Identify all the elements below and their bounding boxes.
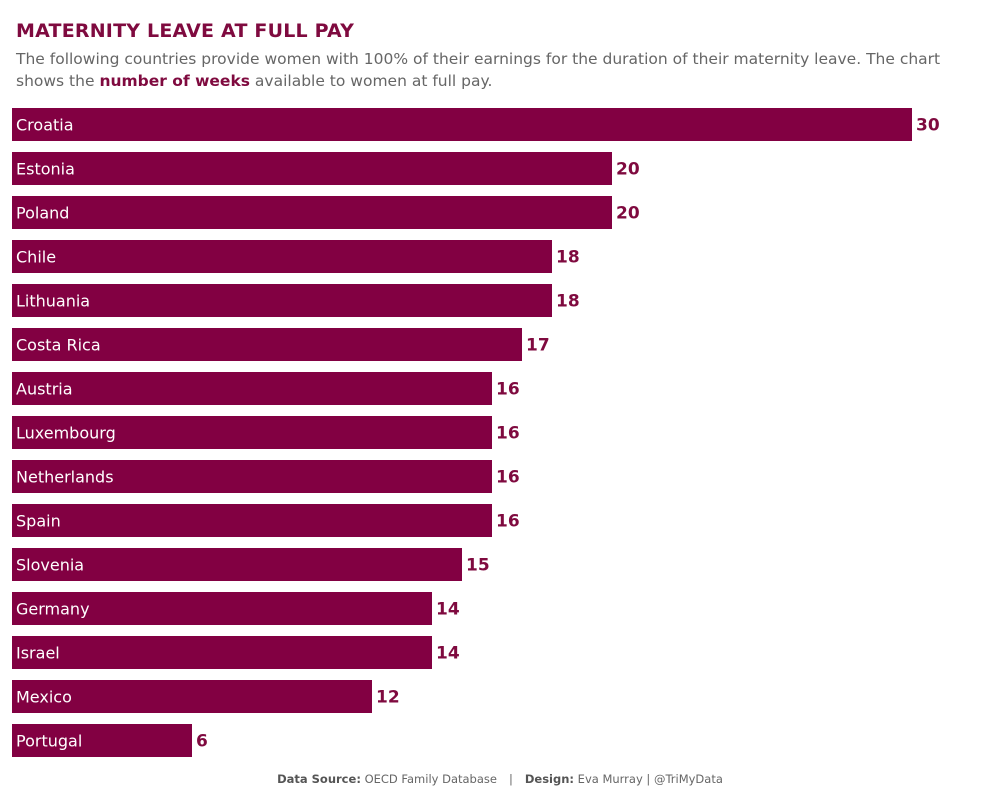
category-label-germany: Germany [16,600,90,619]
bar-lithuania [12,284,552,317]
category-label-lithuania: Lithuania [16,292,90,311]
bar-israel [12,636,432,669]
bar-germany [12,592,432,625]
category-label-mexico: Mexico [16,688,72,707]
bar-mexico [12,680,372,713]
value-label-lithuania: 18 [556,292,580,312]
category-label-costa-rica: Costa Rica [16,336,101,355]
subtitle-text-part1: The following countries provide women wi… [16,50,941,90]
category-label-netherlands: Netherlands [16,468,114,487]
subtitle-text-part2: available to women at full pay. [249,72,493,90]
value-label-slovenia: 15 [466,556,490,576]
bar-spain [12,504,492,537]
design-value: Eva Murray | @TriMyData [577,772,723,786]
category-label-croatia: Croatia [16,116,74,135]
bar-chile [12,240,552,273]
bar-austria [12,372,492,405]
chart-subtitle: The following countries provide women wi… [16,48,986,92]
bar-croatia [12,108,912,141]
footer-credits: Data Source: OECD Family Database | Design… [277,772,723,786]
footer-separator: | [508,772,513,786]
value-label-israel: 14 [436,644,460,664]
value-label-mexico: 12 [376,688,400,708]
bar-estonia [12,152,612,185]
bar-poland [12,196,612,229]
category-label-austria: Austria [16,380,73,399]
bar-netherlands [12,460,492,493]
category-label-estonia: Estonia [16,160,75,179]
source-value: OECD Family Database [364,772,497,786]
category-label-portugal: Portugal [16,732,82,751]
source-label: Data Source [277,772,357,786]
value-label-estonia: 20 [616,160,640,180]
bar-portugal [12,724,192,757]
category-label-chile: Chile [16,248,56,267]
category-label-spain: Spain [16,512,61,531]
value-label-austria: 16 [496,380,520,400]
value-label-germany: 14 [436,600,460,620]
design-label: Design [524,772,570,786]
category-label-israel: Israel [16,644,60,663]
value-label-costa-rica: 17 [526,336,550,356]
value-label-spain: 16 [496,512,520,532]
category-label-poland: Poland [16,204,69,223]
value-label-croatia: 30 [916,116,940,136]
value-label-portugal: 6 [196,732,208,752]
bar-luxembourg [12,416,492,449]
value-label-luxembourg: 16 [496,424,520,444]
bar-slovenia [12,548,462,581]
bar-costa-rica [12,328,522,361]
subtitle-emphasis: number of weeks [99,72,250,90]
chart-title: MATERNITY LEAVE AT FULL PAY [16,20,355,42]
category-label-slovenia: Slovenia [16,556,84,575]
category-label-luxembourg: Luxembourg [16,424,116,443]
bar-chart: Croatia 30 Estonia 20 Poland 20 Chile 18 Lithuan… [12,108,940,757]
value-label-netherlands: 16 [496,468,520,488]
value-label-chile: 18 [556,248,580,268]
value-label-poland: 20 [616,204,640,224]
